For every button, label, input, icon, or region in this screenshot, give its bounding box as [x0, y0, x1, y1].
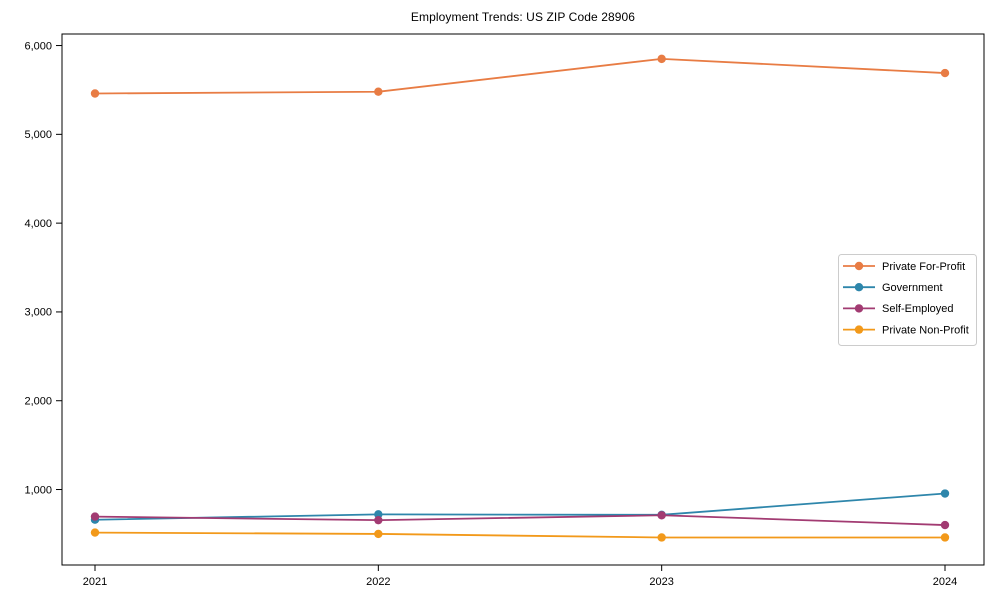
series-private-for-profit — [90, 54, 950, 98]
legend-box — [838, 254, 977, 346]
legend-item-private-non-profit: Private Non-Profit — [843, 324, 969, 336]
data-point-private-non-profit-2021 — [90, 528, 100, 537]
series-line-government — [94, 492, 946, 521]
series-self-employed — [90, 511, 950, 530]
y-tick-label: 6,000 — [24, 40, 52, 52]
data-point-private-for-profit-2021 — [90, 89, 100, 98]
legend-label: Government — [882, 282, 943, 294]
series-line-private-non-profit — [94, 531, 945, 539]
legend-label: Private For-Profit — [882, 261, 965, 273]
data-point-self-employed-2023 — [657, 511, 666, 520]
y-axis: 1,000 2,000 3,000 4,000 5,000 6,000 — [24, 40, 62, 496]
data-point-private-for-profit-2022 — [374, 87, 383, 96]
series-line-self-employed — [94, 514, 946, 526]
y-tick-label: 4,000 — [24, 218, 52, 230]
data-point-self-employed-2021 — [90, 512, 100, 521]
y-tick-label: 2,000 — [24, 396, 52, 408]
legend-label: Private Non-Profit — [882, 324, 969, 336]
legend-marker-icon — [854, 261, 864, 271]
chart-title: Employment Trends: US ZIP Code 28906 — [410, 10, 636, 24]
x-tick-label: 2023 — [649, 576, 673, 588]
legend-label: Self-Employed — [882, 303, 954, 315]
series-private-non-profit — [90, 528, 950, 542]
plot-frame — [61, 33, 985, 566]
legend: Private For-Profit Government Self-Employe… — [838, 254, 977, 346]
y-tick-label: 1,000 — [24, 484, 52, 496]
data-point-government-2022 — [374, 510, 383, 519]
x-tick-label: 2022 — [366, 576, 390, 588]
data-point-self-employed-2022 — [374, 515, 383, 525]
legend-marker-icon — [854, 283, 864, 292]
y-tick-label: 3,000 — [24, 307, 52, 319]
legend-marker-icon — [854, 304, 864, 313]
data-point-private-non-profit-2024 — [940, 533, 950, 542]
data-point-private-non-profit-2022 — [374, 529, 383, 539]
x-tick-label: 2024 — [933, 576, 957, 588]
legend-item-private-for-profit: Private For-Profit — [843, 261, 965, 273]
data-point-self-employed-2024 — [940, 520, 950, 530]
series-line-private-for-profit — [94, 57, 946, 95]
data-point-private-for-profit-2024 — [940, 68, 950, 78]
y-tick-label: 5,000 — [24, 129, 52, 141]
data-point-government-2024 — [940, 489, 950, 498]
legend-marker-icon — [854, 325, 864, 334]
legend-item-government: Government — [843, 282, 943, 294]
data-point-private-non-profit-2023 — [657, 533, 666, 542]
x-tick-label: 2021 — [83, 576, 107, 588]
x-axis: 2021 2022 2023 2024 — [83, 565, 957, 588]
legend-item-self-employed: Self-Employed — [843, 303, 954, 315]
data-point-private-for-profit-2023 — [657, 54, 666, 64]
